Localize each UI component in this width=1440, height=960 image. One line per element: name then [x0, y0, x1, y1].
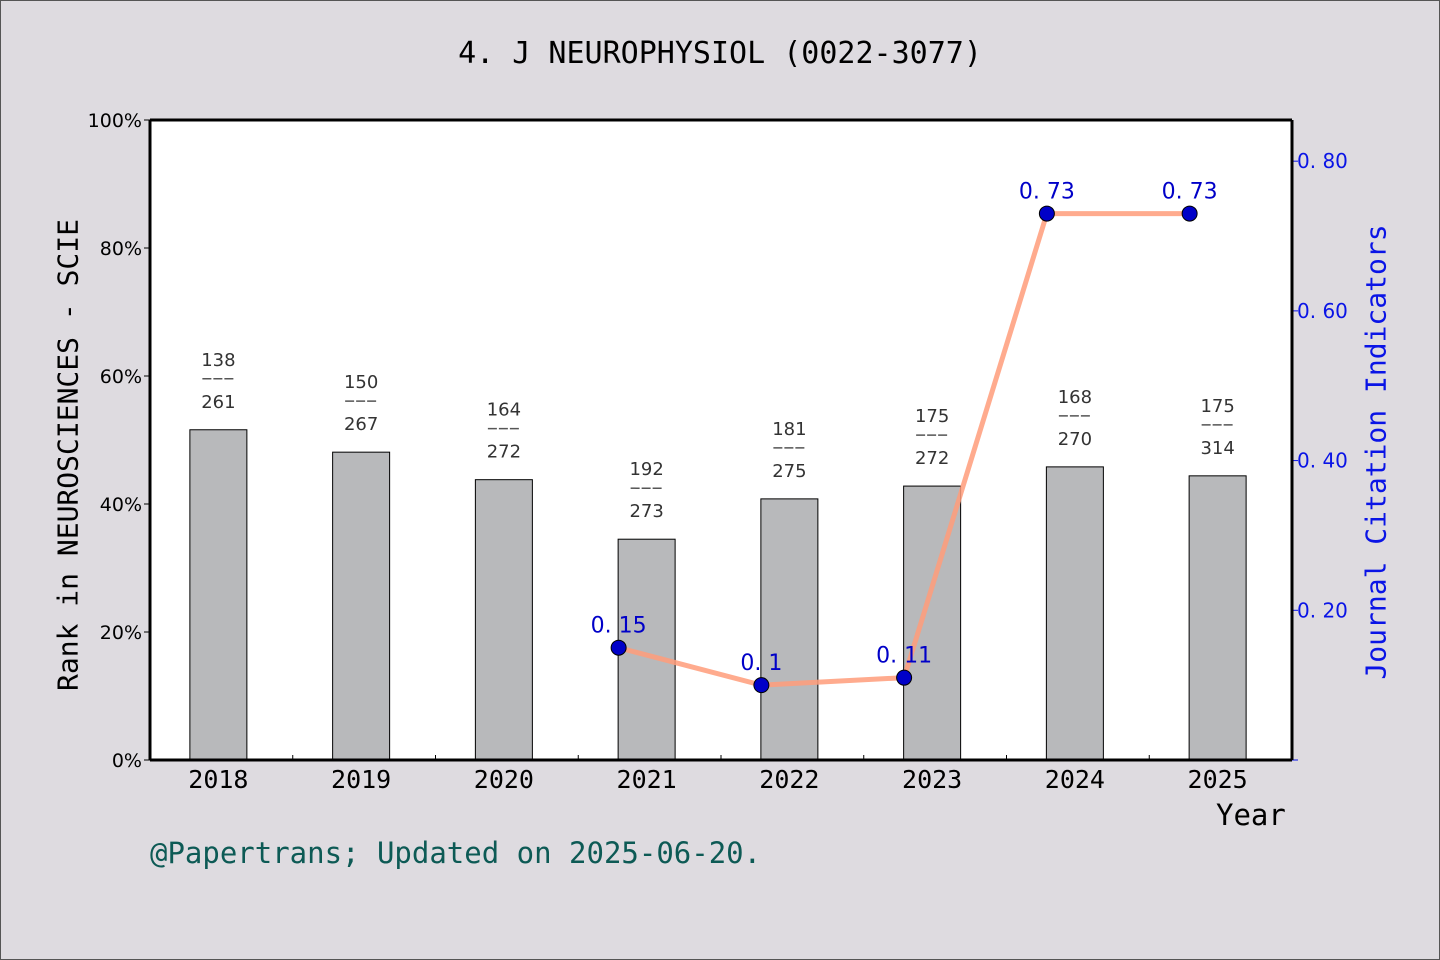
y-tick-label: 100%: [88, 110, 142, 132]
y-right-tick-label: 0. 20: [1297, 598, 1348, 622]
bar-rank-label: 138: [201, 350, 235, 371]
y-tick-label: 60%: [100, 366, 142, 388]
bar-rank-label: 175: [1200, 396, 1234, 417]
chart-title: 4. J NEUROPHYSIOL (0022-3077): [458, 36, 982, 71]
jci-marker: [1181, 205, 1198, 222]
jci-value-label: 0. 1: [740, 651, 782, 676]
x-tick-label: 2023: [902, 765, 962, 794]
bar-2024: [1045, 466, 1104, 761]
y-tick-label: 80%: [100, 238, 142, 260]
jci-marker: [610, 639, 627, 656]
y-tick-label: 20%: [100, 622, 142, 644]
bar-total-label: 261: [201, 392, 235, 413]
y-axis-left-label: Rank in NEUROSCIENCES - SCIE: [51, 218, 85, 692]
bar-rank-label: 150: [344, 372, 378, 393]
jci-marker: [753, 677, 770, 694]
bar-total-label: 267: [344, 414, 378, 435]
y-tick-label: 0%: [112, 750, 142, 772]
x-tick-label: 2025: [1188, 765, 1248, 794]
bar-total-label: 273: [629, 501, 663, 522]
bar-total-label: 272: [487, 442, 521, 463]
bar-rank-label: 168: [1058, 387, 1092, 408]
bar-rank-label: 164: [487, 400, 521, 421]
bar-total-label: 272: [915, 448, 949, 469]
bar-total-label: 275: [772, 461, 806, 482]
bar-rank-label: 175: [915, 406, 949, 427]
bar-2025: [1188, 475, 1247, 761]
y-right-tick-label: 0. 40: [1297, 449, 1348, 473]
jci-value-label: 0. 15: [591, 614, 647, 639]
jci-value-label: 0. 73: [1162, 180, 1218, 205]
bar-2020: [474, 479, 533, 761]
y-tick-label: 40%: [100, 494, 142, 516]
x-tick-label: 2020: [474, 765, 534, 794]
jci-value-label: 0. 11: [876, 644, 932, 669]
bar-2022: [760, 498, 819, 761]
y-right-tick-label: 0. 60: [1297, 299, 1348, 323]
jci-marker: [1038, 205, 1055, 222]
y-axis-right-label: Journal Citation Indicators: [1359, 224, 1393, 680]
x-tick-label: 2022: [759, 765, 819, 794]
jci-value-label: 0. 73: [1019, 180, 1075, 205]
x-tick-label: 2024: [1045, 765, 1105, 794]
bar-rank-label: 181: [772, 419, 806, 440]
bar-total-label: 270: [1058, 429, 1092, 450]
jci-marker: [896, 669, 913, 686]
bar-total-label: 314: [1200, 438, 1234, 459]
x-tick-label: 2021: [617, 765, 677, 794]
bar-2019: [332, 451, 391, 761]
footer-credit: @Papertrans; Updated on 2025-06-20.: [150, 836, 762, 870]
x-tick-label: 2018: [188, 765, 248, 794]
x-tick-label: 2019: [331, 765, 391, 794]
y-right-tick-label: 0. 80: [1297, 149, 1348, 173]
bar-2018: [189, 429, 248, 761]
bar-rank-label: 192: [629, 459, 663, 480]
x-axis-label: Year: [1216, 798, 1286, 832]
